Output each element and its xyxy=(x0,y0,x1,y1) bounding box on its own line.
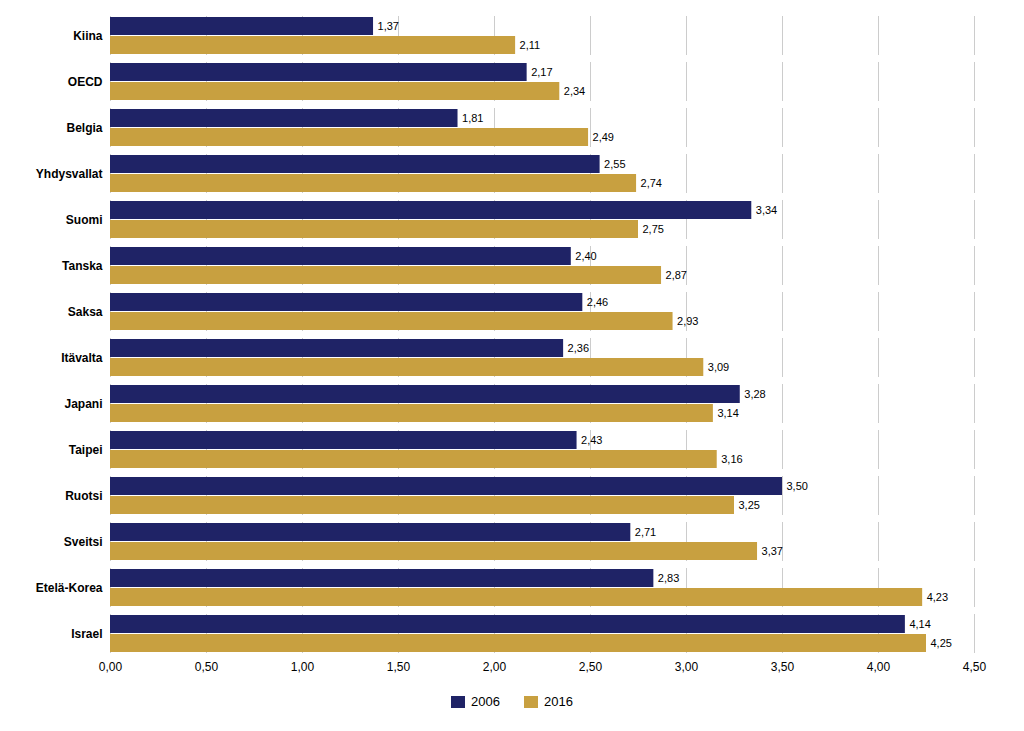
svg-text:Saksa: Saksa xyxy=(68,305,103,319)
svg-text:2,46: 2,46 xyxy=(587,296,608,308)
svg-text:Sveitsi: Sveitsi xyxy=(64,535,103,549)
svg-text:2,17: 2,17 xyxy=(531,66,552,78)
svg-text:2,36: 2,36 xyxy=(568,342,589,354)
html-text:2006: 2006 xyxy=(471,694,500,709)
svg-text:2,93: 2,93 xyxy=(677,315,698,327)
svg-text:Japani: Japani xyxy=(64,397,102,411)
svg-text:4,25: 4,25 xyxy=(931,637,952,649)
svg-text:2,11: 2,11 xyxy=(520,39,541,51)
svg-text:Kiina: Kiina xyxy=(73,29,103,43)
svg-text:Etelä-Korea: Etelä-Korea xyxy=(36,581,103,595)
html-text:2016: 2016 xyxy=(544,694,573,709)
svg-text:3,50: 3,50 xyxy=(787,480,808,492)
svg-text:2,43: 2,43 xyxy=(581,434,602,446)
svg-text:Belgia: Belgia xyxy=(66,121,102,135)
svg-text:2,71: 2,71 xyxy=(635,526,656,538)
svg-text:2,87: 2,87 xyxy=(666,269,687,281)
svg-text:0,00: 0,00 xyxy=(99,660,123,674)
svg-text:2,40: 2,40 xyxy=(575,250,596,262)
svg-text:4,50: 4,50 xyxy=(963,660,987,674)
svg-text:Suomi: Suomi xyxy=(66,213,103,227)
svg-text:1,37: 1,37 xyxy=(378,20,399,32)
svg-text:4,14: 4,14 xyxy=(909,618,930,630)
svg-text:Israel: Israel xyxy=(71,627,102,641)
svg-text:2,00: 2,00 xyxy=(483,660,507,674)
svg-text:Ruotsi: Ruotsi xyxy=(65,489,102,503)
svg-text:4,00: 4,00 xyxy=(867,660,891,674)
svg-text:3,14: 3,14 xyxy=(717,407,738,419)
svg-text:Taipei: Taipei xyxy=(69,443,103,457)
svg-text:3,28: 3,28 xyxy=(744,388,765,400)
svg-text:4,23: 4,23 xyxy=(927,591,948,603)
svg-text:2,50: 2,50 xyxy=(579,660,603,674)
svg-text:Itävalta: Itävalta xyxy=(61,351,103,365)
svg-text:2,83: 2,83 xyxy=(658,572,679,584)
svg-text:3,50: 3,50 xyxy=(771,660,795,674)
svg-text:3,00: 3,00 xyxy=(675,660,699,674)
svg-text:1,00: 1,00 xyxy=(291,660,315,674)
svg-text:OECD: OECD xyxy=(68,75,103,89)
svg-text:1,81: 1,81 xyxy=(462,112,483,124)
svg-text:3,25: 3,25 xyxy=(739,499,760,511)
svg-text:2,75: 2,75 xyxy=(643,223,664,235)
svg-text:3,34: 3,34 xyxy=(756,204,777,216)
svg-text:3,37: 3,37 xyxy=(762,545,783,557)
svg-text:3,16: 3,16 xyxy=(721,453,742,465)
svg-text:1,50: 1,50 xyxy=(387,660,411,674)
svg-text:3,09: 3,09 xyxy=(708,361,729,373)
svg-text:2,55: 2,55 xyxy=(604,158,625,170)
svg-text:0,50: 0,50 xyxy=(195,660,219,674)
svg-text:2,74: 2,74 xyxy=(641,177,662,189)
svg-text:2,49: 2,49 xyxy=(593,131,614,143)
svg-text:Yhdysvallat: Yhdysvallat xyxy=(36,167,103,181)
svg-text:2,34: 2,34 xyxy=(564,85,585,97)
svg-text:Tanska: Tanska xyxy=(62,259,103,273)
